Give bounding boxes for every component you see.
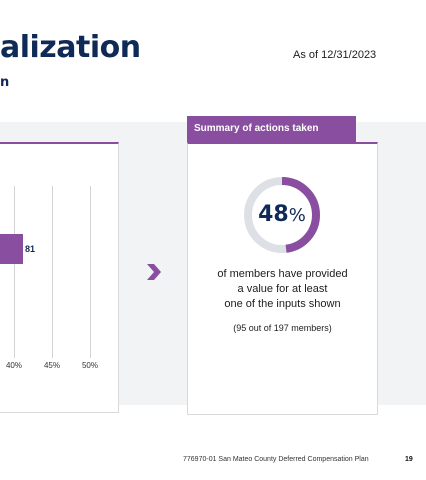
page-number: 19: [405, 456, 413, 463]
description-line: one of the inputs shown: [224, 298, 341, 310]
x-tick-label: 40%: [5, 361, 22, 370]
gridline-45: [52, 186, 53, 358]
percent-donut: [244, 177, 320, 253]
page-title: alization: [0, 30, 141, 65]
gridline-40: [14, 186, 15, 358]
percent-symbol: %: [288, 205, 306, 226]
as-of-date: As of 12/31/2023: [293, 49, 377, 61]
bar-value-label: 81: [25, 244, 36, 254]
footer-text: 776970-01 San Mateo County Deferred Comp…: [183, 456, 369, 463]
chart-bar: [0, 234, 23, 264]
chevron-right-icon: [147, 264, 161, 280]
percent-value: 48: [258, 202, 289, 227]
description-line: of members have provided: [217, 268, 348, 280]
chart-card: 81 40% 45% 50%: [0, 142, 119, 413]
page-subtitle: n: [0, 75, 10, 90]
x-tick-label: 50%: [81, 361, 98, 370]
donut-progress-arc: [244, 177, 320, 253]
summary-tab-header: Summary of actions taken: [187, 116, 356, 142]
summary-description: of members have provided a value for at …: [188, 267, 377, 312]
gridline-50: [90, 186, 91, 358]
x-tick-label: 45%: [43, 361, 60, 370]
members-count-note: (95 out of 197 members): [233, 323, 332, 333]
percent-readout: 48%: [243, 176, 321, 254]
description-line: a value for at least: [237, 283, 328, 295]
summary-card: [187, 142, 378, 415]
